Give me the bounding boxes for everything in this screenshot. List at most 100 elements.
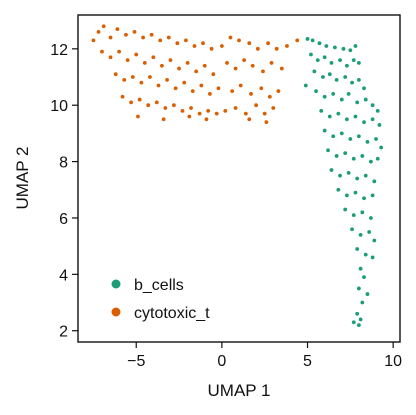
data-point [230,89,235,94]
data-point [194,69,199,74]
legend-marker-b-cells [111,279,121,289]
data-point [154,100,159,105]
x-tick-label: −5 [127,353,145,370]
data-point [363,97,368,102]
data-point [264,120,269,125]
data-point [209,46,214,51]
data-point [243,111,248,116]
data-point [370,103,375,108]
data-point [161,117,166,122]
data-point [368,216,373,220]
data-point [360,210,365,215]
data-point [122,77,127,82]
data-point [259,86,264,91]
data-point [355,100,360,105]
data-point [331,134,336,139]
data-point [356,61,361,65]
legend-label-b-cells: b_cells [134,277,184,294]
data-point [187,114,192,119]
data-point [343,207,348,212]
data-point [101,24,106,29]
data-point [346,170,351,175]
data-point [353,44,358,48]
data-point [136,114,140,119]
data-point [310,38,315,43]
data-point [358,266,363,271]
data-point [271,106,276,110]
data-point [137,97,142,102]
data-point [350,80,354,85]
data-point [117,49,122,54]
y-tick-label: 8 [59,155,68,172]
data-point [341,46,346,51]
data-point [370,255,375,260]
data-point [250,63,255,68]
data-point [345,193,349,198]
data-point [351,320,356,325]
data-point [207,92,212,96]
y-axis-label: UMAP 2 [13,147,32,210]
data-point [247,41,252,46]
data-point [216,86,221,91]
series-b-cells [303,37,384,327]
data-point [353,190,358,195]
legend-label-cytotoxic-t: cytotoxic_t [134,305,210,322]
data-point [355,176,360,181]
data-point [269,61,274,65]
data-point [365,292,370,296]
data-point [255,46,260,51]
data-point [279,66,284,71]
data-point [324,44,329,48]
data-point [303,83,308,88]
data-point [355,311,360,316]
data-point [225,61,229,65]
data-point [355,247,360,251]
data-point [158,38,163,43]
data-point [149,32,154,37]
data-point [214,111,219,116]
data-point [346,92,351,96]
y-tick-label: 10 [50,98,68,115]
data-point [351,156,356,161]
data-point [108,35,113,40]
data-point [345,117,349,122]
data-point [374,137,378,141]
data-point [163,106,168,110]
data-point [177,66,181,71]
data-point [233,106,238,110]
data-point [160,63,164,68]
data-point [362,120,366,125]
data-point [319,108,324,113]
data-point [327,114,332,119]
data-point [348,48,353,53]
data-point [132,30,137,34]
data-point [353,114,358,119]
y-tick-label: 6 [59,211,68,228]
data-point [329,168,334,172]
data-point [363,173,368,178]
data-point [254,103,259,108]
data-point [365,139,370,144]
ticks-layer: −5 0 5 10 2 4 6 8 10 12 [50,42,402,370]
plot-area-frame [77,14,401,343]
x-axis-label: UMAP 1 [208,381,271,400]
data-point [139,80,144,85]
data-point [375,108,380,113]
legend: b_cells cytotoxic_t [111,277,210,322]
data-point [305,37,310,41]
data-point [295,38,300,43]
data-point [96,30,101,34]
data-point [197,111,202,116]
x-tick-label: 5 [303,353,312,370]
data-point [329,61,334,65]
data-point [189,106,193,110]
data-point [331,92,336,96]
data-point [348,137,353,141]
data-point [129,100,134,105]
data-point [362,86,366,91]
data-point [343,75,348,79]
data-point [113,72,118,77]
data-point [182,80,187,85]
data-point [276,89,281,94]
data-point [327,72,332,77]
